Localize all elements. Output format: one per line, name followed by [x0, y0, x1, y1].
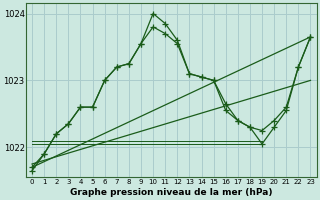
X-axis label: Graphe pression niveau de la mer (hPa): Graphe pression niveau de la mer (hPa): [70, 188, 273, 197]
